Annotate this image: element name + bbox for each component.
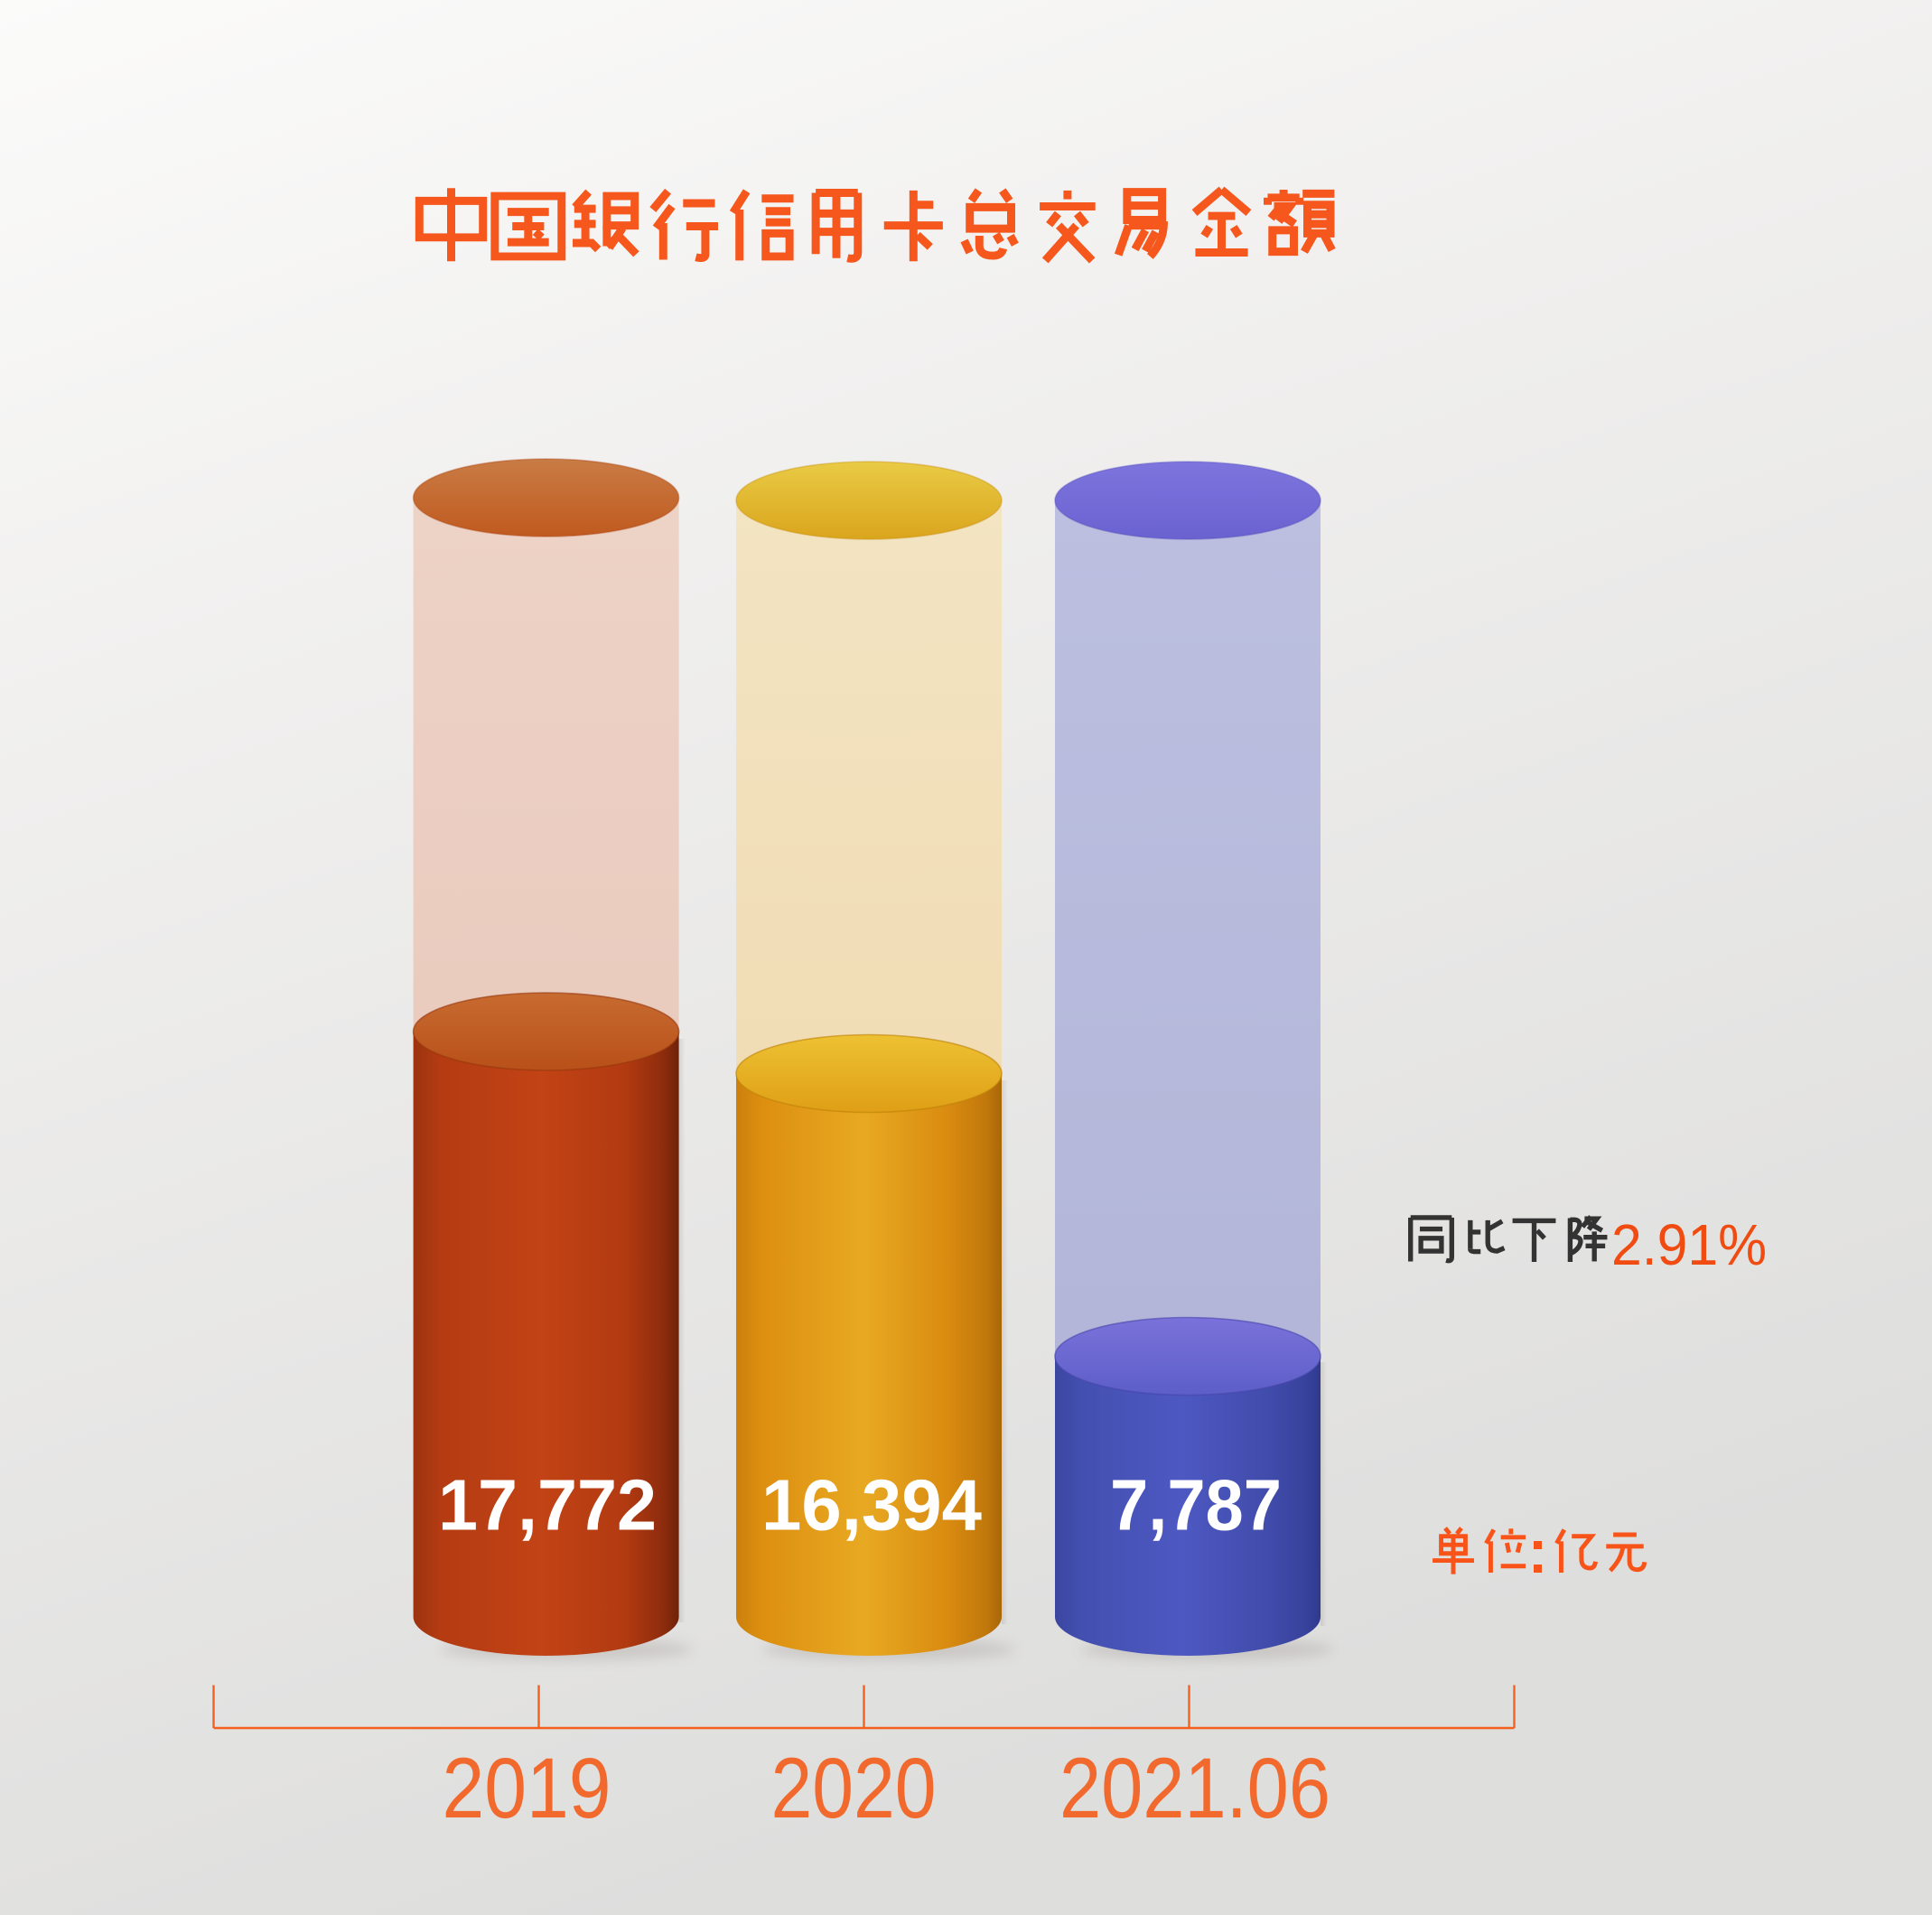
svg-text:7,787: 7,787	[1110, 1465, 1282, 1546]
svg-text:2021.06: 2021.06	[1059, 1741, 1330, 1836]
svg-text:17,772: 17,772	[438, 1465, 657, 1546]
svg-text:16,394: 16,394	[761, 1465, 983, 1546]
svg-text:2019: 2019	[443, 1741, 611, 1836]
svg-text:2020: 2020	[771, 1741, 937, 1836]
svg-text:2.91%: 2.91%	[1611, 1212, 1767, 1277]
